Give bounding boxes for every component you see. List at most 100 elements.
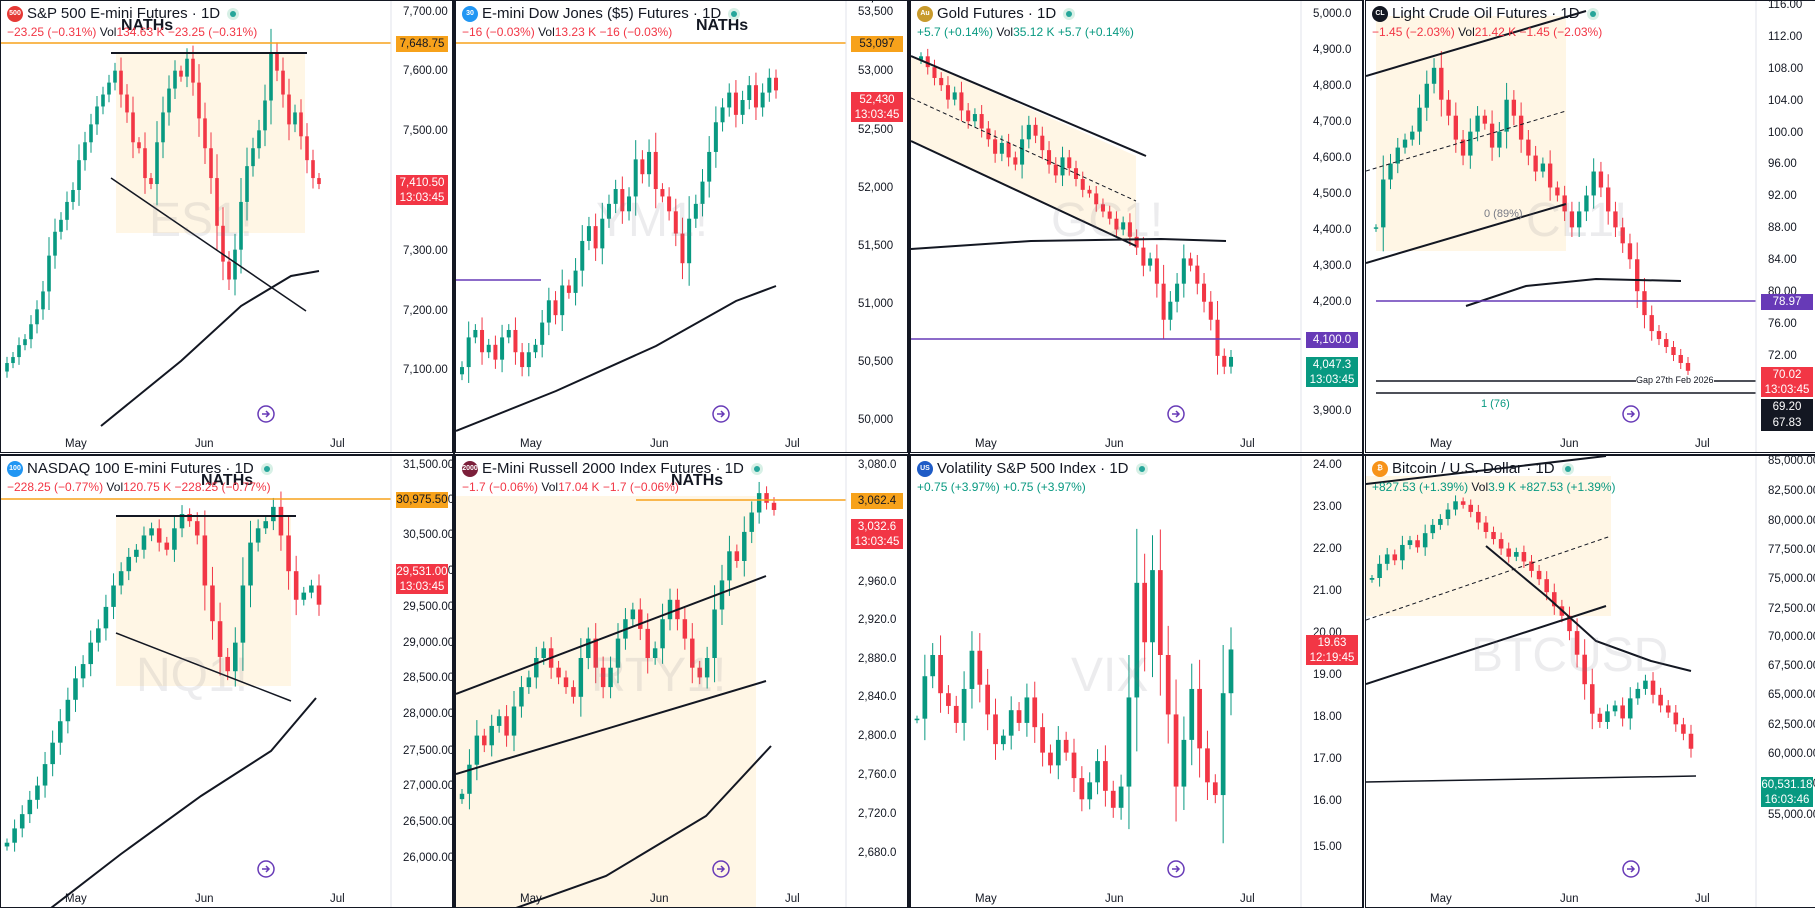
candle [1071,738,1077,792]
chart-header[interactable]: ₿ Bitcoin / U.S. Dollar · 1D +827.53 (+1.3… [1372,460,1616,494]
candle [65,191,69,231]
y-tick-label: 4,600.0 [1313,152,1351,164]
symbol-logo-icon: ₿ [1372,460,1388,477]
volume-value: 134.63 K [116,25,165,39]
y-tick-label: 16.00 [1313,795,1342,807]
chart-header[interactable]: 500 S&P 500 E-mini Futures · 1D −23.25 (−0… [7,5,257,39]
candle [1000,729,1006,751]
replay-icon[interactable] [1167,405,1185,423]
chart-panel-ym[interactable]: 53,500 53,000 52,500 52,000 51,500 51,000 50,5… [455,0,908,453]
candle [1040,126,1045,160]
candle [1134,528,1140,752]
price-change: +5.7 (+0.14%) [917,25,994,39]
price-value: 70.02 [1772,369,1802,381]
chart-header[interactable]: 30 E-mini Dow Jones ($5) Futures · 1D −16 … [462,5,741,39]
chart-panel-btc[interactable]: 85,000.00 82,500.00 80,000.00 77,500.00 75,0… [1365,455,1815,908]
chart-panel-gc[interactable]: 5,000.0 4,900.0 4,800.0 4,700.0 4,600.0 4,500… [910,0,1363,453]
candle [513,317,518,365]
replay-icon[interactable] [712,405,730,423]
candle [749,501,754,544]
symbol-title-row[interactable]: ₿ Bitcoin / U.S. Dollar · 1D [1372,460,1616,477]
symbol-title[interactable]: Gold Futures · 1D [937,5,1057,22]
symbol-title-row[interactable]: 30 E-mini Dow Jones ($5) Futures · 1D [462,5,741,22]
chart-canvas-rty[interactable]: 3,080.03,040.03,000.02,960.02,920.02,880… [456,456,908,908]
chart-panel-rty[interactable]: 3,080.03,040.03,000.02,960.02,920.02,880… [455,455,908,908]
symbol-title[interactable]: Bitcoin / U.S. Dollar · 1D [1392,460,1555,477]
chart-canvas-vix[interactable]: 24.0023.0022.0021.0020.0019.0018.0017.00… [911,456,1363,908]
candle [504,705,509,747]
symbol-title-row[interactable]: US Volatility S&P 500 Index · 1D [917,460,1148,477]
y-tick-label: 85,000.00 [1768,456,1815,467]
chart-header[interactable]: CL Light Crude Oil Futures · 1D −1.45 (−2.… [1372,5,1602,39]
chart-header[interactable]: US Volatility S&P 500 Index · 1D +0.75 (+3… [917,460,1148,494]
candle [1220,644,1226,844]
candle [520,343,525,377]
chart-canvas-gc[interactable]: 5,000.0 4,900.0 4,800.0 4,700.0 4,600.0 4,500… [911,1,1363,453]
replay-arrow-icon [1172,410,1181,418]
candle [660,183,665,203]
chart-panel-es[interactable]: 7,700.007,600.007,500.007,400.007,300.00… [0,0,453,453]
symbol-title[interactable]: E-Mini Russell 2000 Index Futures · 1D [482,460,744,477]
replay-icon[interactable] [1622,405,1640,423]
chart-panel-vix[interactable]: 24.00 23.00 22.00 21.00 20.00 19.00 18.00 17.00… [910,455,1363,908]
chart-header[interactable]: 2000 E-Mini Russell 2000 Index Futures · … [462,460,763,494]
chart-canvas-ym[interactable]: 53,500 53,000 52,500 52,000 51,500 51,000 50,5… [456,1,908,453]
candle [155,121,159,206]
price-change-secondary: −228.25 (−0.77%) [174,480,271,494]
replay-icon[interactable] [257,405,275,423]
candle [1173,679,1179,822]
moving-average-line [1465,277,1682,307]
chart-panel-nq[interactable]: 31,500.0031,000.0030,500.0030,000.0029,5… [0,455,453,908]
candle [41,280,45,320]
y-tick-label: 80,000.00 [1768,515,1815,527]
moving-average-line [515,745,772,907]
chart-canvas-cl[interactable]: 116.00 112.00 108.00 104.00 100.00 96.00 92.00… [1366,1,1815,453]
candle [1100,198,1105,218]
y-tick-label: 55,000.00 [1768,809,1815,821]
moving-average-line [100,270,320,427]
chart-canvas-es[interactable]: 7,700.007,600.007,500.007,400.007,300.00… [1,1,453,453]
replay-arrow-icon [1627,865,1636,873]
candle [1202,273,1207,313]
candle [630,602,636,626]
grid-separator-horizontal[interactable] [0,454,1815,456]
symbol-title-row[interactable]: 2000 E-Mini Russell 2000 Index Futures · … [462,460,763,477]
chart-header[interactable]: Au Gold Futures · 1D +5.7 (+0.14%) Vol35.1… [917,5,1134,39]
replay-icon[interactable] [712,860,730,878]
candle [1141,236,1146,277]
candle [1491,526,1496,545]
chart-panel-cl[interactable]: 116.00 112.00 108.00 104.00 100.00 96.00 92.00… [1365,0,1815,453]
candle [1430,518,1436,540]
last-price-label: 3,032.6 13:03:45 [851,519,903,549]
symbol-title[interactable]: S&P 500 E-mini Futures · 1D [27,5,221,22]
symbol-title-row[interactable]: CL Light Crude Oil Futures · 1D [1372,5,1602,22]
candle [1388,153,1393,190]
candle [1114,211,1119,237]
candle [317,172,321,190]
symbol-title-row[interactable]: Au Gold Futures · 1D [917,5,1134,22]
symbol-title[interactable]: E-mini Dow Jones ($5) Futures · 1D [482,5,722,22]
symbol-title[interactable]: Volatility S&P 500 Index · 1D [937,460,1129,477]
candle [1024,683,1030,737]
symbol-title-row[interactable]: 100 NASDAQ 100 E-mini Futures · 1D [7,460,273,477]
symbol-title[interactable]: Light Crude Oil Futures · 1D [1392,5,1580,22]
candle [1087,772,1093,810]
chart-header[interactable]: 100 NASDAQ 100 E-mini Futures · 1D −228.25… [7,460,273,494]
y-tick-label: 116.00 [1768,1,1802,11]
candle [922,654,928,741]
symbol-title[interactable]: NASDAQ 100 E-mini Futures · 1D [27,460,254,477]
candle [1673,705,1679,732]
symbol-title-row[interactable]: 500 S&P 500 E-mini Futures · 1D [7,5,257,22]
x-tick-label: Jul [330,893,345,905]
candle [1627,687,1633,730]
candle [1582,639,1587,700]
last-price-label: 52,430 13:03:45 [851,92,903,122]
replay-icon[interactable] [1167,860,1185,878]
candle [119,57,123,108]
replay-icon[interactable] [1622,860,1640,878]
candle [1649,305,1654,341]
y-tick-label: 108.00 [1768,63,1803,75]
candle [753,72,758,120]
replay-icon[interactable] [257,860,275,878]
x-tick-label: May [975,438,997,450]
